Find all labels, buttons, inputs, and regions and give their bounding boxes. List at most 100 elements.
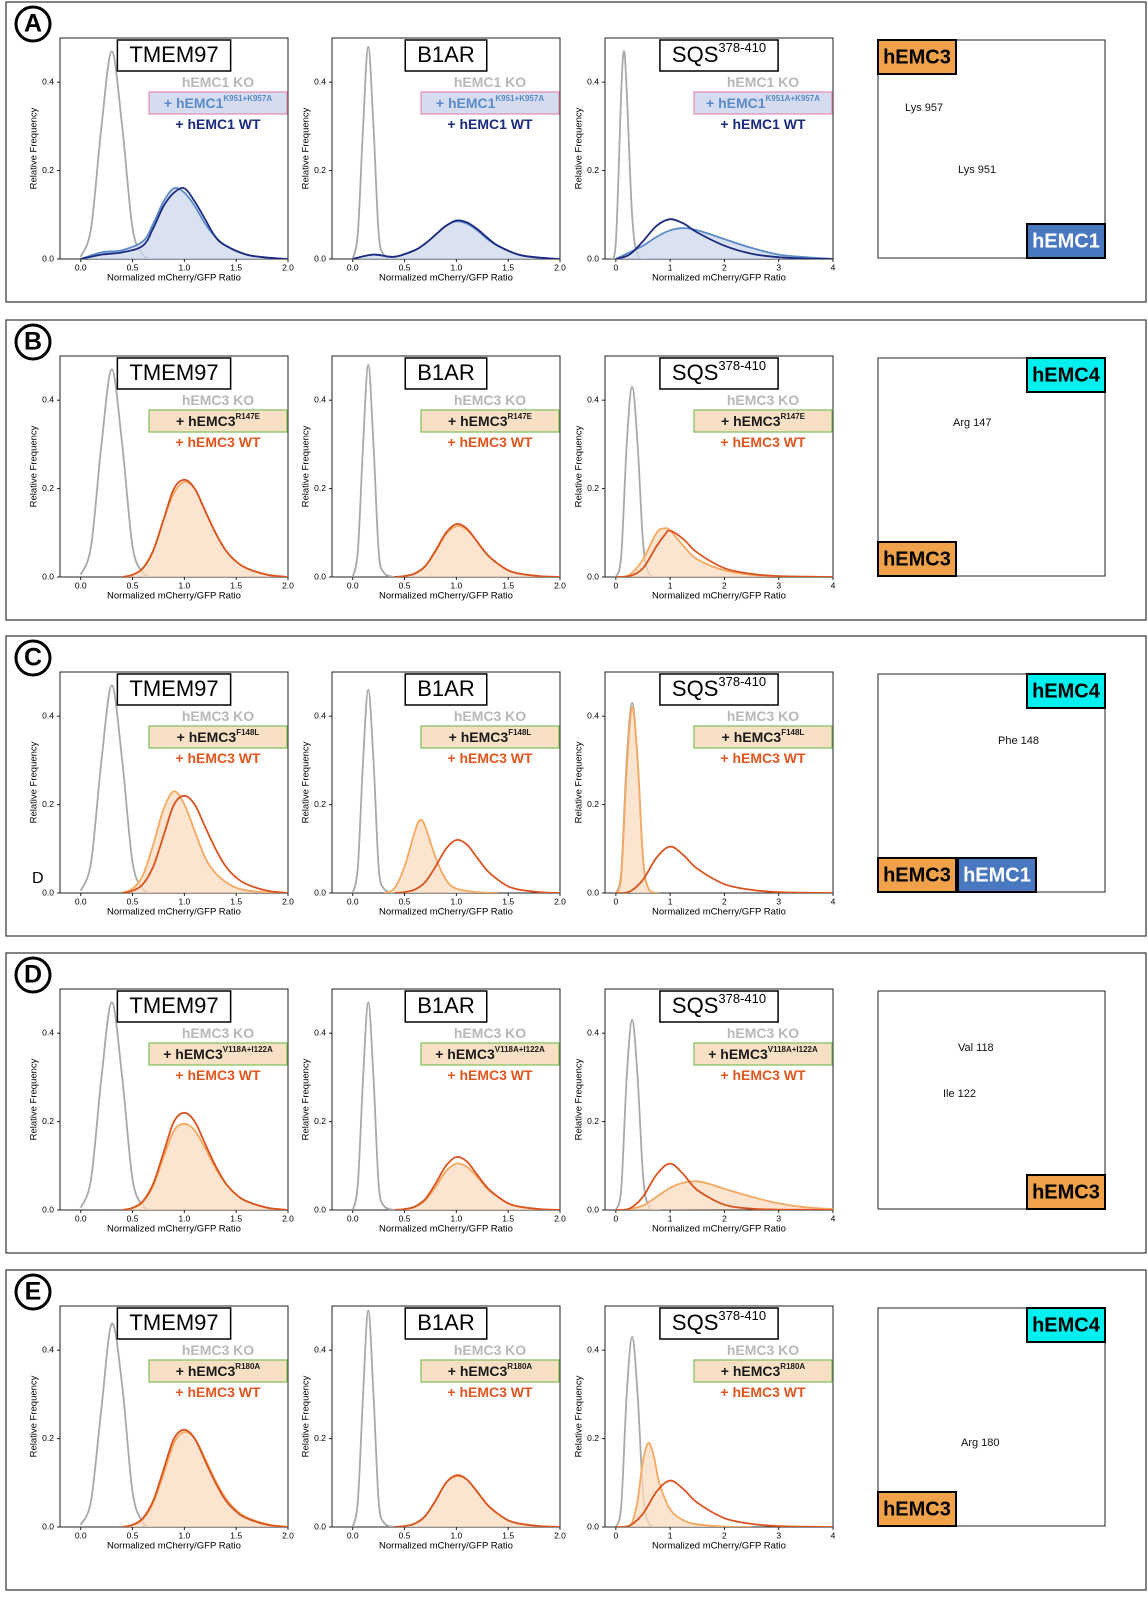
plot-area bbox=[351, 1001, 560, 1210]
y-tick-label: 0.0 bbox=[42, 1521, 54, 1531]
plot: 0.0 0.2 0.4 0 1 2 3 4 Normalized mCherry/GFP Rat… bbox=[574, 355, 836, 602]
y-tick-label: 0.0 bbox=[314, 571, 326, 581]
title-box bbox=[116, 673, 232, 706]
title-box bbox=[659, 357, 779, 390]
x-tick-label: 2.0 bbox=[554, 1213, 566, 1223]
y-tick-label: 0.2 bbox=[314, 1433, 326, 1443]
title-group: B1AR bbox=[404, 990, 488, 1023]
x-tick-label: 0.5 bbox=[127, 262, 139, 272]
legend-name: hEMC3 KO bbox=[182, 392, 254, 408]
y-axis-label: Relative Frequency bbox=[574, 107, 585, 189]
legend-entry: + hEMC3V118A+I122A bbox=[163, 1045, 273, 1062]
x-tick-label: 0.5 bbox=[127, 1530, 139, 1540]
density-curve bbox=[121, 790, 288, 893]
x-tick-label: 1.0 bbox=[178, 580, 190, 590]
legend-entry: hEMC3 KO bbox=[454, 1342, 526, 1358]
legend-superscript: F148L bbox=[781, 728, 804, 737]
y-tick-label: 0.0 bbox=[587, 253, 599, 263]
y-tick-label: 0.4 bbox=[587, 76, 599, 86]
x-tick-label: 1.5 bbox=[502, 896, 514, 906]
x-tick-label: 2.0 bbox=[554, 1530, 566, 1540]
title-box bbox=[404, 990, 488, 1023]
x-tick-label: 2.0 bbox=[282, 1213, 294, 1223]
y-tick-label: 0.0 bbox=[42, 1204, 54, 1214]
plot: 0.0 0.2 0.4 0 1 2 3 4 Normalized mCherry/GFP Rat… bbox=[574, 37, 836, 284]
chart-title: SQS378-410 bbox=[672, 358, 766, 384]
x-tick-label: 0 bbox=[613, 896, 618, 906]
title-superscript: 378-410 bbox=[718, 674, 766, 689]
x-tick-label: 0.0 bbox=[75, 896, 87, 906]
legend-name: hEMC3 KO bbox=[727, 708, 799, 724]
legend-name: + hEMC3 bbox=[448, 1363, 508, 1379]
legend-name: + hEMC3 bbox=[176, 413, 236, 429]
y-tick-label: 0.0 bbox=[587, 571, 599, 581]
title-group: B1AR bbox=[404, 673, 488, 706]
y-tick-label: 0.4 bbox=[314, 1027, 326, 1037]
chart-title: B1AR bbox=[417, 1310, 474, 1335]
x-axis-label: Normalized mCherry/GFP Ratio bbox=[652, 1541, 786, 1552]
legend-entry: + hEMC3 WT bbox=[175, 434, 261, 450]
structure-bg bbox=[878, 358, 1105, 576]
x-tick-label: 0 bbox=[613, 580, 618, 590]
legend-superscript: V118A+I122A bbox=[223, 1045, 273, 1054]
y-tick-label: 0.0 bbox=[314, 253, 326, 263]
subunit-box bbox=[877, 857, 957, 893]
x-tick-label: 0.0 bbox=[347, 580, 359, 590]
structure-frame bbox=[877, 357, 1106, 577]
x-tick-label: 0.0 bbox=[75, 1213, 87, 1223]
legend-name: + hEMC3 bbox=[163, 1046, 223, 1062]
y-tick-label: 0.4 bbox=[42, 76, 54, 86]
y-axis-label: Relative Frequency bbox=[301, 1375, 312, 1457]
x-tick-label: 2.0 bbox=[282, 896, 294, 906]
plot-area bbox=[615, 1018, 833, 1210]
legend-superscript: K951+K957A bbox=[495, 94, 544, 103]
legend-name: hEMC3 KO bbox=[182, 708, 254, 724]
density-curve bbox=[121, 794, 288, 893]
title-box bbox=[116, 39, 232, 72]
legend-entry: + hEMC3 WT bbox=[447, 750, 533, 766]
subunit-box bbox=[1026, 1174, 1106, 1210]
legend-superscript: V118A+I122A bbox=[495, 1045, 545, 1054]
x-axis-label: Normalized mCherry/GFP Ratio bbox=[107, 591, 241, 602]
legend-entry: + hEMC3F148L bbox=[722, 728, 805, 745]
legend-name: + hEMC3 WT bbox=[447, 1384, 533, 1400]
density-curve bbox=[80, 187, 288, 259]
y-axis-label: Relative Frequency bbox=[29, 741, 40, 823]
y-tick-label: 0.2 bbox=[42, 165, 54, 175]
density-curve bbox=[79, 368, 154, 577]
legend-name: + hEMC1 WT bbox=[720, 116, 806, 132]
y-axis-label: Relative Frequency bbox=[301, 425, 312, 507]
chart-title: B1AR bbox=[417, 993, 474, 1018]
title-text: B1AR bbox=[417, 360, 474, 385]
plot-area bbox=[351, 363, 560, 577]
y-axis-label: Relative Frequency bbox=[574, 1375, 585, 1457]
plot: 0.0 0.2 0.4 0.0 0.5 1.0 1.5 2.0 Normalized mCher… bbox=[29, 988, 294, 1235]
legend-superscript: K951+K957A bbox=[223, 94, 272, 103]
plot: 0.0 0.2 0.4 0.0 0.5 1.0 1.5 2.0 Normalized mCher… bbox=[301, 1305, 566, 1552]
x-tick-label: 3 bbox=[776, 896, 781, 906]
title-group: SQS378-410 bbox=[659, 673, 779, 706]
structure-bg bbox=[878, 991, 1105, 1209]
x-tick-label: 0 bbox=[613, 262, 618, 272]
density-curve bbox=[351, 45, 395, 259]
legend-entry: + hEMC3R180A bbox=[176, 1362, 261, 1379]
legend-entry: + hEMC3F148L bbox=[177, 728, 260, 745]
legend-superscript: R147E bbox=[236, 412, 261, 421]
y-tick-label: 0.2 bbox=[42, 1433, 54, 1443]
title-group: SQS378-410 bbox=[659, 357, 779, 390]
title-superscript: 378-410 bbox=[718, 1308, 766, 1323]
title-group: B1AR bbox=[404, 39, 488, 72]
x-tick-label: 1.0 bbox=[450, 896, 462, 906]
y-tick-label: 0.2 bbox=[314, 1116, 326, 1126]
x-tick-label: 2 bbox=[722, 1530, 727, 1540]
legend-name: + hEMC3 bbox=[435, 1046, 495, 1062]
x-tick-label: 2.0 bbox=[282, 262, 294, 272]
y-tick-label: 0.2 bbox=[42, 799, 54, 809]
legend-entry: + hEMC3 WT bbox=[447, 1067, 533, 1083]
x-tick-label: 1 bbox=[668, 896, 673, 906]
plot-area bbox=[79, 368, 288, 577]
panel-letter-circle bbox=[14, 323, 52, 361]
density-curve bbox=[383, 818, 498, 893]
x-tick-label: 2 bbox=[722, 896, 727, 906]
title-group: TMEM97 bbox=[116, 673, 232, 706]
